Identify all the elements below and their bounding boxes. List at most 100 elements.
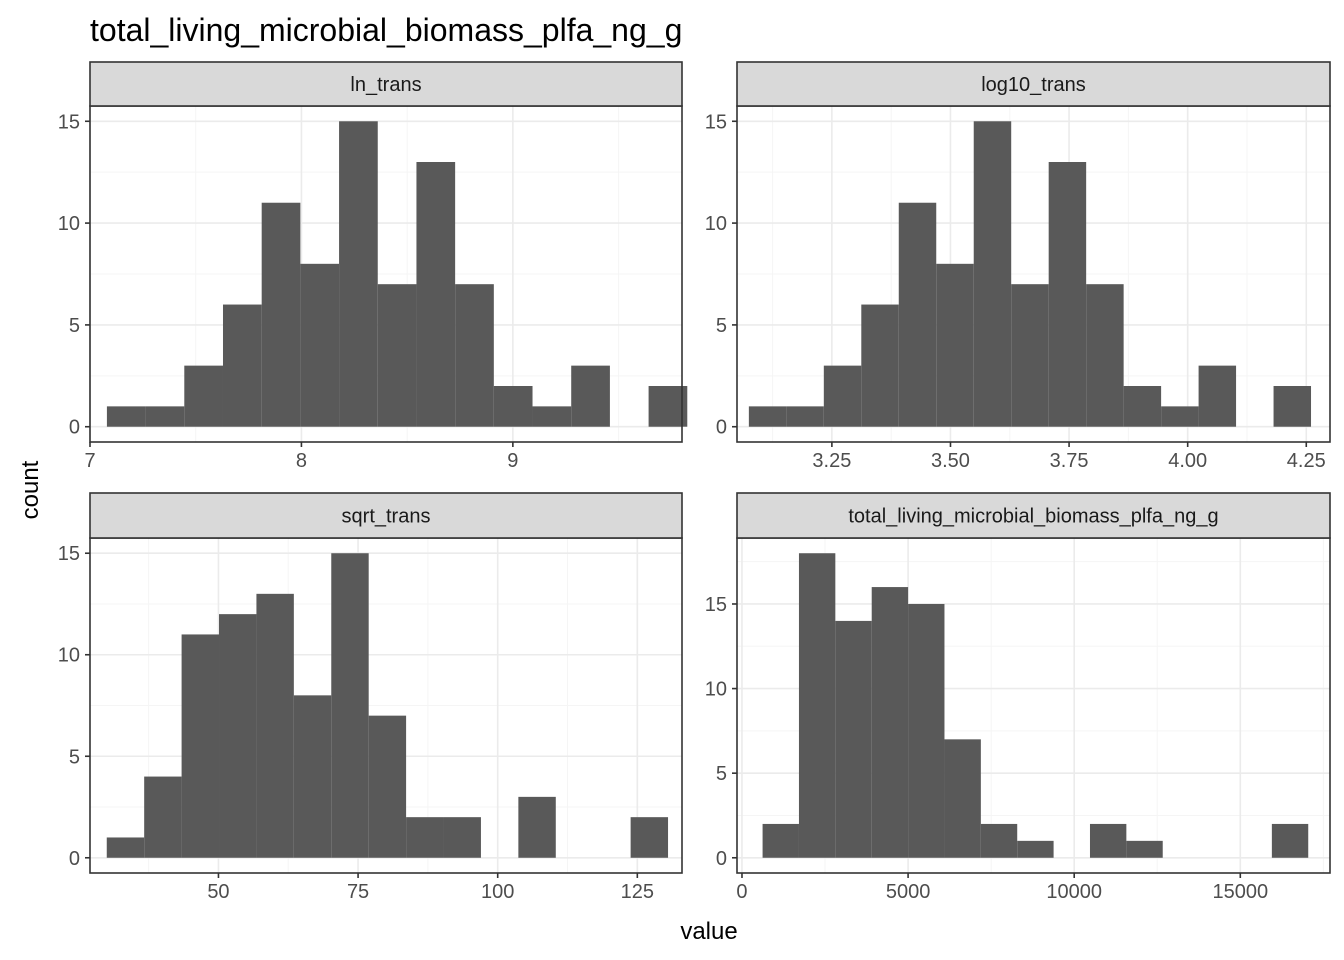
x-tick-label: 4.25 xyxy=(1287,450,1326,472)
histogram-bar xyxy=(1271,823,1309,858)
histogram-bar xyxy=(1198,365,1237,427)
histogram-bar xyxy=(823,365,862,427)
y-tick-label: 15 xyxy=(58,543,80,565)
histogram-bar xyxy=(835,620,872,858)
histogram-bar xyxy=(518,796,556,858)
y-tick-label: 15 xyxy=(58,111,80,133)
y-tick-label: 0 xyxy=(69,417,80,439)
x-tick-label: 4.00 xyxy=(1168,450,1207,472)
x-tick-label: 50 xyxy=(207,881,229,903)
histogram-bar xyxy=(1017,840,1054,858)
histogram-bar xyxy=(106,406,146,427)
histogram-bar xyxy=(908,603,945,858)
x-tick-label: 3.75 xyxy=(1050,450,1089,472)
plot-title: total_living_microbial_biomass_plfa_ng_g xyxy=(90,12,682,48)
y-tick-label: 10 xyxy=(58,645,80,667)
histogram-bar xyxy=(798,553,836,858)
histogram-bar xyxy=(339,121,378,427)
y-tick-label: 5 xyxy=(69,746,80,768)
y-tick-label: 15 xyxy=(705,111,727,133)
x-tick-label: 3.50 xyxy=(931,450,970,472)
histogram-bar xyxy=(980,823,1018,858)
histogram-bar xyxy=(443,817,481,858)
y-tick-label: 5 xyxy=(716,315,727,337)
x-tick-label: 7 xyxy=(84,450,95,472)
histogram-bar xyxy=(936,263,974,427)
histogram-bar xyxy=(748,406,787,427)
facet-strip-label: ln_trans xyxy=(350,74,421,96)
histogram-bar xyxy=(871,587,909,858)
histogram-bar xyxy=(532,406,572,427)
histogram-bar xyxy=(145,406,185,427)
histogram-bar xyxy=(368,715,407,858)
histogram-bar xyxy=(1273,386,1312,427)
histogram-bar xyxy=(861,304,899,427)
x-tick-label: 100 xyxy=(481,881,514,903)
y-tick-label: 0 xyxy=(716,848,727,870)
x-tick-label: 75 xyxy=(347,881,369,903)
histogram-bar xyxy=(762,823,799,858)
histogram-bar xyxy=(416,162,456,427)
x-tick-label: 3.25 xyxy=(812,450,851,472)
x-tick-label: 15000 xyxy=(1212,881,1268,903)
facet-panel-ln-trans: ln_trans 7 8 9 0 5 10 15 xyxy=(58,61,688,472)
histogram-bar xyxy=(571,365,610,427)
histogram-bar xyxy=(1086,284,1124,427)
y-tick-label: 5 xyxy=(69,315,80,337)
histogram-bar xyxy=(144,776,182,858)
histogram-bar xyxy=(406,817,444,858)
histogram-bar xyxy=(300,263,340,427)
histogram-bar xyxy=(261,202,301,427)
y-tick-label: 10 xyxy=(58,213,80,235)
facet-panel-total-living-microbial-biomass-plfa-ng-g: total_living_microbial_biomass_plfa_ng_g… xyxy=(705,492,1331,903)
facet-strip-label: log10_trans xyxy=(981,74,1086,96)
y-tick-label: 10 xyxy=(705,213,727,235)
histogram-bar xyxy=(648,386,688,427)
facet-strip xyxy=(736,492,1331,539)
histogram-bar xyxy=(1161,406,1199,427)
histogram-bar xyxy=(293,695,332,858)
y-tick-label: 10 xyxy=(705,679,727,701)
histogram-bar xyxy=(222,304,262,427)
histogram-bar xyxy=(1011,284,1049,427)
x-tick-label: 5000 xyxy=(886,881,931,903)
histogram-bar xyxy=(331,553,369,858)
facet-strip-label: sqrt_trans xyxy=(342,506,431,528)
histogram-bar xyxy=(630,817,669,858)
histogram-bar xyxy=(106,837,145,858)
histogram-bar xyxy=(786,406,824,427)
histogram-bar xyxy=(1089,823,1127,858)
histogram-bar xyxy=(1126,840,1163,858)
histogram-bar xyxy=(219,614,257,858)
x-axis-title: value xyxy=(680,918,737,945)
x-tick-label: 9 xyxy=(507,450,518,472)
facet-strip-label: total_living_microbial_biomass_plfa_ng_g xyxy=(848,506,1218,528)
histogram-bar xyxy=(944,739,981,858)
histogram-bar xyxy=(1123,386,1162,427)
y-tick-label: 0 xyxy=(69,848,80,870)
facet-strip xyxy=(89,492,683,539)
histogram-bar xyxy=(898,202,937,427)
x-tick-label: 0 xyxy=(736,881,747,903)
histogram-bar xyxy=(1048,162,1087,427)
y-tick-label: 15 xyxy=(705,594,727,616)
y-axis-title: count xyxy=(17,460,44,519)
histogram-bar xyxy=(493,386,533,427)
histogram-bar xyxy=(973,121,1012,427)
histogram-bar xyxy=(455,284,494,427)
facet-panel-sqrt-trans: sqrt_trans 50 75 100 125 0 5 10 15 xyxy=(58,492,683,903)
histogram-bar xyxy=(377,284,417,427)
histogram-bar xyxy=(256,593,294,858)
x-tick-label: 125 xyxy=(621,881,654,903)
facet-panels: ln_trans 7 8 9 0 5 10 15 log10_trans 3.25 3.50 3.75… xyxy=(58,61,1331,903)
facet-panel-log10-trans: log10_trans 3.25 3.50 3.75 4.00 4.25 0 5 10 15 xyxy=(705,61,1331,472)
y-tick-label: 5 xyxy=(716,763,727,785)
x-tick-label: 10000 xyxy=(1046,881,1102,903)
histogram-bar xyxy=(181,634,220,858)
histogram-bar xyxy=(184,365,223,427)
facet-strip xyxy=(736,61,1331,107)
x-tick-label: 8 xyxy=(296,450,307,472)
y-tick-label: 0 xyxy=(716,417,727,439)
facet-strip xyxy=(89,61,683,107)
